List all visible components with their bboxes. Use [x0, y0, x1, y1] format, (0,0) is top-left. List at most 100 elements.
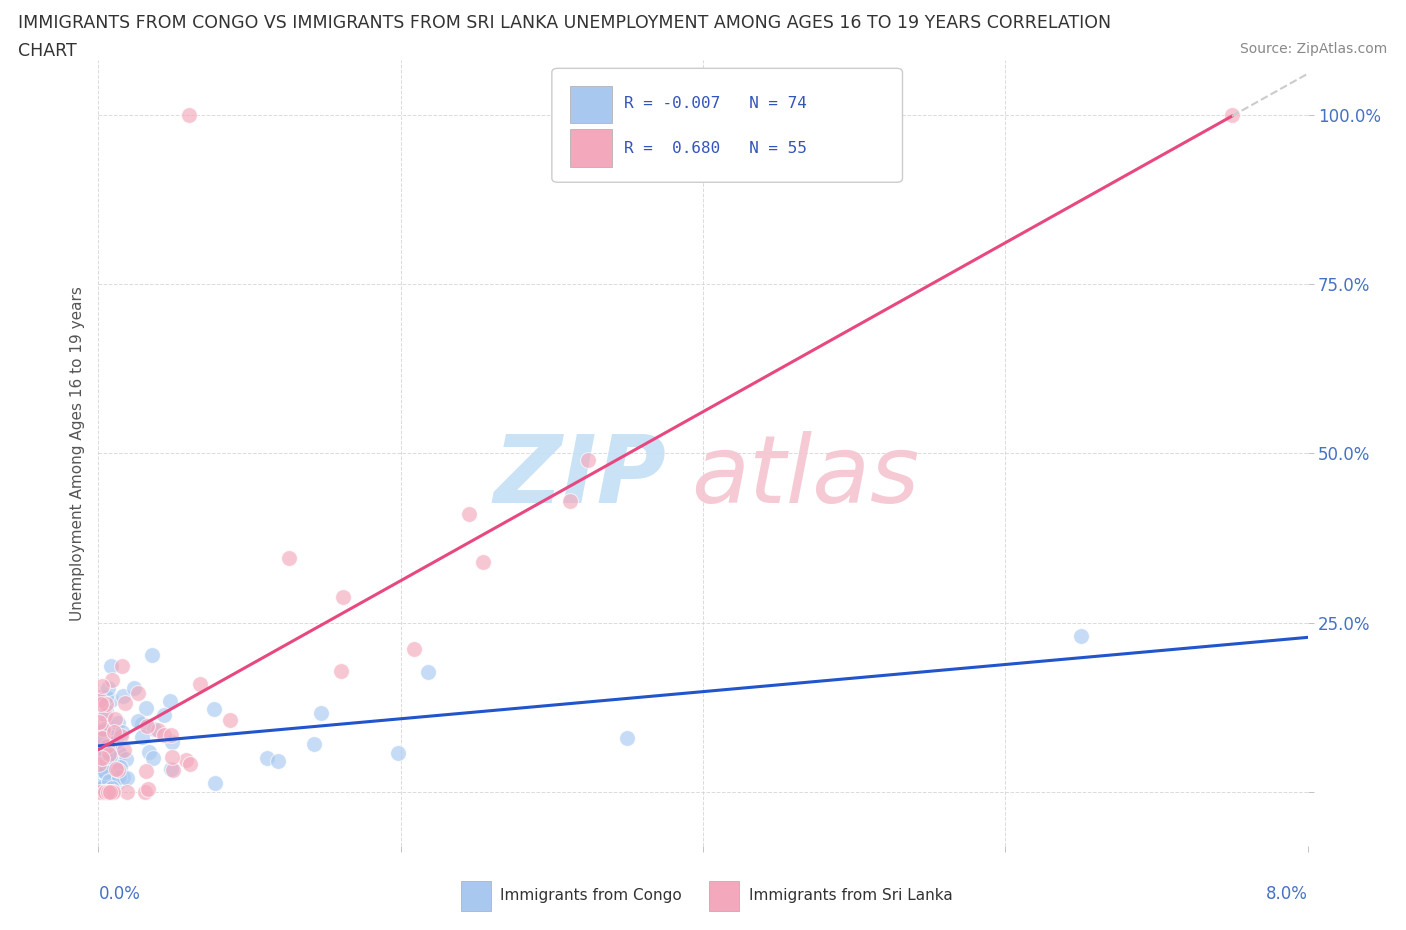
Point — [101, 736, 124, 751]
Point — [204, 776, 226, 790]
Point — [160, 727, 183, 742]
Point — [105, 759, 128, 774]
Point — [278, 551, 301, 565]
Point — [122, 681, 145, 696]
Point — [302, 737, 325, 751]
Text: Source: ZipAtlas.com: Source: ZipAtlas.com — [1240, 42, 1388, 56]
Point — [111, 688, 134, 703]
Point — [108, 760, 131, 775]
Point — [94, 744, 117, 759]
Point — [135, 700, 157, 715]
Point — [136, 781, 159, 796]
Point — [134, 785, 156, 800]
Point — [112, 742, 135, 757]
Point — [387, 745, 409, 760]
Point — [112, 770, 135, 785]
Point — [103, 785, 125, 800]
Point — [100, 692, 122, 707]
Point — [108, 747, 131, 762]
Point — [1070, 629, 1092, 644]
Point — [115, 785, 138, 800]
Point — [89, 763, 111, 777]
Point — [146, 723, 169, 737]
Point — [93, 785, 115, 800]
Point — [418, 665, 440, 680]
Text: R = -0.007   N = 74: R = -0.007 N = 74 — [624, 96, 807, 112]
Point — [94, 714, 117, 729]
Bar — [569, 86, 613, 124]
Point — [111, 724, 134, 739]
Point — [96, 681, 118, 696]
Point — [91, 724, 114, 738]
Point — [202, 701, 225, 716]
Text: Immigrants from Sri Lanka: Immigrants from Sri Lanka — [749, 887, 953, 902]
Point — [159, 694, 181, 709]
Point — [91, 722, 114, 737]
Point — [560, 493, 582, 508]
Point — [94, 704, 117, 719]
Point — [91, 731, 114, 746]
Point — [114, 696, 136, 711]
Point — [1220, 107, 1243, 122]
Point — [93, 770, 115, 785]
Text: atlas: atlas — [690, 432, 920, 523]
Point — [89, 785, 111, 800]
Point — [179, 756, 201, 771]
Point — [152, 708, 174, 723]
Point — [218, 712, 240, 727]
Point — [108, 745, 131, 760]
Point — [142, 751, 165, 765]
Text: IMMIGRANTS FROM CONGO VS IMMIGRANTS FROM SRI LANKA UNEMPLOYMENT AMONG AGES 16 TO: IMMIGRANTS FROM CONGO VS IMMIGRANTS FROM… — [18, 14, 1111, 32]
Point — [108, 769, 131, 784]
Point — [93, 785, 115, 800]
Point — [104, 724, 127, 739]
Point — [616, 730, 638, 745]
Point — [127, 685, 149, 700]
Point — [402, 642, 425, 657]
Point — [100, 754, 122, 769]
Point — [131, 729, 153, 744]
Point — [90, 693, 112, 708]
Point — [94, 690, 117, 705]
Point — [135, 718, 157, 733]
Point — [143, 722, 166, 737]
Point — [87, 690, 110, 705]
Point — [100, 659, 122, 674]
Text: 8.0%: 8.0% — [1265, 885, 1308, 903]
Point — [110, 728, 132, 743]
Text: 0.0%: 0.0% — [98, 885, 141, 903]
Bar — [461, 881, 492, 910]
Point — [89, 757, 111, 772]
Point — [115, 771, 138, 786]
Point — [94, 764, 117, 779]
Point — [309, 706, 332, 721]
FancyBboxPatch shape — [551, 68, 903, 182]
Point — [89, 734, 111, 749]
Point — [97, 785, 120, 800]
Point — [90, 751, 112, 766]
Point — [179, 107, 201, 122]
Point — [87, 763, 110, 777]
Text: ZIP: ZIP — [494, 431, 666, 523]
Point — [97, 771, 120, 786]
Point — [87, 724, 110, 738]
Point — [90, 697, 112, 711]
Point — [105, 762, 128, 777]
Text: Immigrants from Congo: Immigrants from Congo — [501, 887, 682, 902]
Point — [160, 761, 183, 776]
Point — [96, 753, 118, 768]
Point — [87, 776, 110, 790]
Point — [329, 664, 352, 679]
Point — [153, 727, 176, 742]
Point — [105, 735, 128, 750]
Point — [127, 713, 149, 728]
Point — [104, 712, 127, 727]
Point — [93, 778, 115, 793]
Point — [96, 738, 118, 753]
Text: CHART: CHART — [18, 42, 77, 60]
Point — [93, 763, 115, 777]
Point — [89, 737, 111, 752]
Point — [100, 785, 122, 800]
Point — [97, 785, 120, 800]
Point — [256, 751, 278, 765]
